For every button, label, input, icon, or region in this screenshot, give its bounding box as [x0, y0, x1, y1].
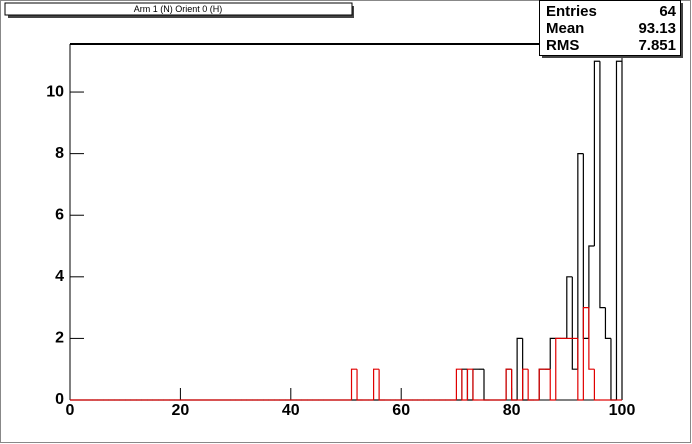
histogram-bin: [461, 369, 468, 401]
histogram-bin: [455, 368, 462, 400]
histogram-bin: [511, 369, 518, 401]
x-tick-label: 60: [392, 402, 410, 419]
stats-value: 64: [659, 3, 676, 20]
histogram-bin: [588, 307, 595, 370]
histogram-bin: [373, 368, 380, 400]
histogram-bin: [522, 368, 529, 400]
histogram-bin: [505, 368, 512, 400]
histogram-bin: [577, 338, 584, 401]
histogram-bin: [615, 60, 623, 400]
y-tick-label: 2: [55, 330, 64, 347]
stats-label: Entries: [546, 3, 597, 20]
stats-value: 7.851: [638, 37, 676, 54]
histogram-bin: [350, 368, 358, 400]
stats-value: 93.13: [638, 20, 676, 37]
x-tick-label: 0: [66, 402, 75, 419]
histogram-bin: [516, 337, 523, 400]
x-tick-label: 40: [282, 402, 300, 419]
title-box: [4, 2, 353, 16]
histogram-bin: [555, 337, 562, 400]
histogram-bin: [582, 307, 589, 400]
histogram-bin: [356, 369, 363, 401]
histogram-bin: [577, 153, 584, 370]
y-tick-label: 4: [55, 268, 64, 285]
title: Arm 1 (N) Orient 0 (H): [134, 4, 223, 14]
histogram-bin: [527, 369, 534, 401]
histogram-bin: [571, 276, 578, 370]
x-tick-label: 80: [503, 402, 521, 419]
histogram-bin: [466, 368, 473, 400]
histogram-bin: [599, 61, 606, 309]
histogram-bin: [549, 337, 556, 370]
histogram-bin: [538, 368, 545, 400]
stats-label: Mean: [546, 20, 584, 37]
histogram-bin: [593, 60, 600, 247]
histogram-bin: [472, 369, 479, 401]
histogram-bin: [593, 369, 600, 401]
histogram-bin: [566, 276, 573, 339]
y-tick-label: 6: [55, 206, 64, 223]
y-tick-label: 8: [55, 145, 64, 162]
y-tick-label: 0: [55, 391, 64, 408]
stats-box: [539, 0, 681, 56]
stats-label: RMS: [546, 37, 579, 54]
histogram-bin: [549, 369, 556, 401]
x-tick-label: 20: [172, 402, 190, 419]
histogram-bin: [604, 307, 611, 340]
histogram-bin: [378, 369, 385, 401]
y-tick-label: 10: [46, 83, 64, 100]
x-tick-label: 100: [609, 402, 636, 419]
